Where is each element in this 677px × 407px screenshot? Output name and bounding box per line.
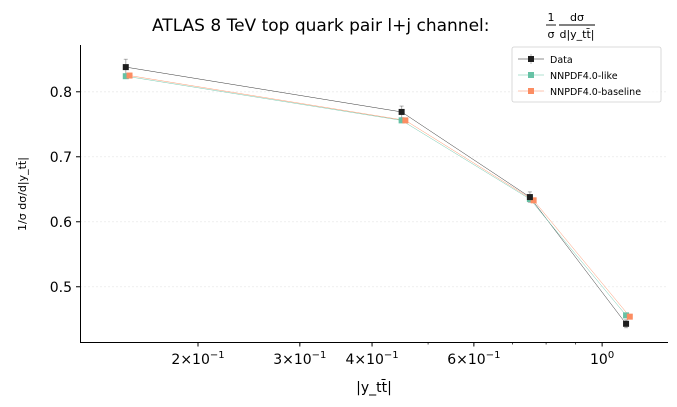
y-axis-label: 1/σ dσ/d|y_tt̄| — [16, 157, 29, 231]
x-tick-label: 4×10−1 — [345, 350, 398, 368]
legend-item-data: Data — [518, 54, 573, 66]
title-text: ATLAS 8 TeV top quark pair l+j channel: — [152, 16, 490, 36]
y-tick-label: 0.5 — [50, 280, 72, 296]
data-point — [398, 117, 405, 124]
y-tick-label: 0.7 — [50, 150, 72, 166]
data-point — [623, 320, 630, 327]
chart-title: ATLAS 8 TeV top quark pair l+j channel: … — [152, 11, 595, 41]
series-line — [125, 75, 627, 316]
y-tick-label: 0.8 — [50, 85, 72, 101]
grid — [80, 91, 668, 288]
data-point — [126, 72, 133, 79]
data-point — [526, 194, 533, 201]
title-frac-num2: dσ — [570, 11, 584, 24]
legend: Data NNPDF4.0-like NNPDF4.0-baseline — [511, 46, 662, 103]
data-point — [402, 117, 409, 124]
legend-marker-nnpdf-like — [528, 72, 534, 78]
y-ticks: 0.5 0.6 0.7 0.8 — [50, 85, 80, 296]
x-tick-label: 6×10−1 — [447, 350, 500, 368]
data-point — [398, 108, 405, 115]
data-point — [623, 312, 630, 319]
x-tick-label: 100 — [590, 350, 614, 368]
legend-label-nnpdf-like: NNPDF4.0-like — [550, 71, 618, 82]
y-tick-label: 0.6 — [50, 215, 72, 231]
series-layer — [122, 58, 633, 329]
legend-marker-nnpdf-baseline — [528, 88, 534, 94]
legend-label-data: Data — [550, 55, 573, 66]
title-frac-num: 1 — [548, 11, 555, 24]
title-frac-den2: d|y_tt̄| — [559, 28, 594, 41]
legend-marker-data — [528, 56, 534, 62]
legend-box — [511, 46, 662, 103]
x-ticks: 2×10−1 3×10−1 4×10−1 6×10−1 100 — [171, 342, 614, 368]
series-line — [129, 75, 630, 317]
data-point — [530, 197, 537, 204]
legend-item-nnpdf-like: NNPDF4.0-like — [518, 71, 618, 82]
y-axis-label-text: 1/σ dσ/d|y_tt̄| — [16, 157, 29, 231]
data-point — [122, 64, 129, 71]
x-tick-label: 3×10−1 — [273, 350, 326, 368]
title-frac-den: σ — [548, 28, 555, 41]
legend-label-nnpdf-baseline: NNPDF4.0-baseline — [550, 87, 641, 98]
series-line — [125, 66, 627, 324]
data-point — [122, 73, 129, 80]
legend-item-nnpdf-baseline: NNPDF4.0-baseline — [518, 87, 641, 98]
x-tick-label: 2×10−1 — [171, 350, 224, 368]
title-fraction: 1 σ dσ d|y_tt̄| — [546, 11, 595, 41]
x-axis-label: |y_tt̄| — [356, 378, 392, 396]
data-point — [626, 313, 633, 320]
